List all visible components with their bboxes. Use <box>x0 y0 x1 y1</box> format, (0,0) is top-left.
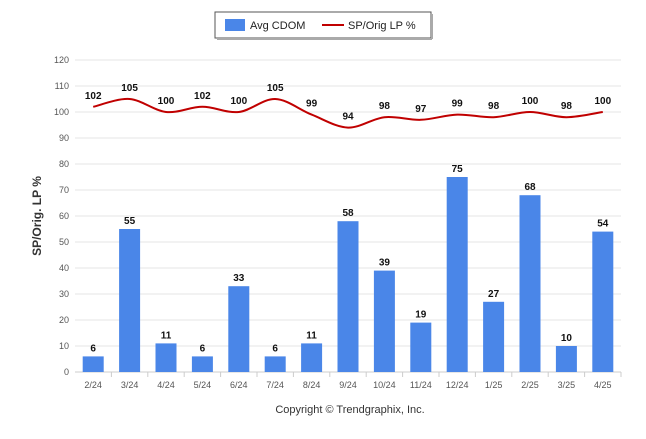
y-tick-label: 30 <box>59 289 69 299</box>
line-value-label: 94 <box>342 112 354 123</box>
bar <box>155 343 177 372</box>
y-axis-ticks: 0 10 20 30 40 50 60 70 80 90 100 110 120 <box>54 55 69 377</box>
bar-value-label: 58 <box>342 208 354 219</box>
y-tick-label: 70 <box>59 185 69 195</box>
line-value-label: 97 <box>415 104 427 115</box>
x-tick-label: 3/25 <box>558 380 576 390</box>
bar-value-label: 39 <box>379 258 391 269</box>
bar <box>191 356 213 372</box>
line-value-label: 99 <box>306 99 318 110</box>
x-tick-label: 7/24 <box>266 380 284 390</box>
bar-value-label: 68 <box>524 182 536 193</box>
data-labels: 6 55 11 6 33 6 11 58 39 19 75 27 68 10 54 102 105 100 102 1… <box>85 83 612 354</box>
line-value-label: 99 <box>452 99 464 110</box>
x-tick-label: 2/24 <box>84 380 102 390</box>
y-tick-label: 20 <box>59 315 69 325</box>
x-tick-label: 10/24 <box>373 380 396 390</box>
line-value-label: 98 <box>561 101 573 112</box>
bar <box>301 343 323 372</box>
bar-value-label: 27 <box>488 289 500 300</box>
bar-value-label: 10 <box>561 333 573 344</box>
x-tick-label: 11/24 <box>410 380 432 390</box>
x-tick-label: 5/24 <box>194 380 212 390</box>
bar-value-label: 6 <box>272 343 278 354</box>
bar <box>519 195 541 372</box>
bar-value-label: 54 <box>597 219 609 230</box>
line-value-label: 98 <box>488 101 500 112</box>
bar <box>264 356 286 372</box>
bar <box>373 270 395 372</box>
x-tick-label: 2/25 <box>521 380 539 390</box>
bar-value-label: 6 <box>200 343 206 354</box>
line-value-label: 98 <box>379 101 391 112</box>
x-tick-label: 4/24 <box>157 380 175 390</box>
y-tick-label: 120 <box>54 55 69 65</box>
y-axis-title: SP/Orig. LP % <box>30 176 44 256</box>
copyright-text: Copyright © Trendgraphix, Inc. <box>275 404 424 416</box>
bar <box>446 177 468 372</box>
line-value-label: 102 <box>85 91 102 102</box>
line-value-label: 105 <box>267 83 284 94</box>
legend-bar-label: Avg CDOM <box>250 20 305 32</box>
y-tick-label: 0 <box>64 367 69 377</box>
x-tick-label: 9/24 <box>339 380 357 390</box>
bar-value-label: 6 <box>90 343 96 354</box>
bar <box>228 286 250 372</box>
x-tick-label: 6/24 <box>230 380 248 390</box>
x-tick-label: 8/24 <box>303 380 321 390</box>
line-value-label: 105 <box>121 83 138 94</box>
bar-value-label: 33 <box>233 273 245 284</box>
x-tick-label: 4/25 <box>594 380 612 390</box>
bars <box>82 177 614 372</box>
bar-value-label: 55 <box>124 216 136 227</box>
y-tick-label: 100 <box>54 107 69 117</box>
bar <box>555 346 577 372</box>
y-tick-label: 90 <box>59 133 69 143</box>
y-tick-label: 80 <box>59 159 69 169</box>
x-tick-label: 1/25 <box>485 380 503 390</box>
bar <box>82 356 104 372</box>
bar <box>119 229 141 372</box>
x-tick-label: 12/24 <box>446 380 469 390</box>
y-tick-label: 40 <box>59 263 69 273</box>
y-tick-label: 10 <box>59 341 69 351</box>
line-value-label: 100 <box>594 96 611 107</box>
line-value-label: 100 <box>230 96 247 107</box>
legend-line-label: SP/Orig LP % <box>348 20 416 32</box>
line-series <box>92 97 603 129</box>
legend-bar-swatch <box>225 19 245 31</box>
legend: Avg CDOM SP/Orig LP % <box>214 11 433 40</box>
y-tick-label: 110 <box>55 81 69 91</box>
sp-orig-lp-line <box>92 97 603 129</box>
bar-value-label: 11 <box>161 330 172 341</box>
bar <box>337 221 359 372</box>
x-tick-label: 3/24 <box>121 380 139 390</box>
line-value-label: 102 <box>194 91 211 102</box>
x-axis-ticks: 2/24 3/24 4/24 5/24 6/24 7/24 8/24 9/24 10/24 11/… <box>84 372 622 390</box>
bar <box>592 231 614 372</box>
line-value-label: 100 <box>158 96 175 107</box>
bar-value-label: 11 <box>306 330 317 341</box>
line-value-label: 100 <box>522 96 539 107</box>
bar-value-label: 75 <box>452 164 464 175</box>
bar-value-label: 19 <box>415 310 427 321</box>
y-tick-label: 50 <box>59 237 69 247</box>
bar <box>483 301 505 372</box>
y-tick-label: 60 <box>59 211 69 221</box>
bar <box>410 322 432 372</box>
